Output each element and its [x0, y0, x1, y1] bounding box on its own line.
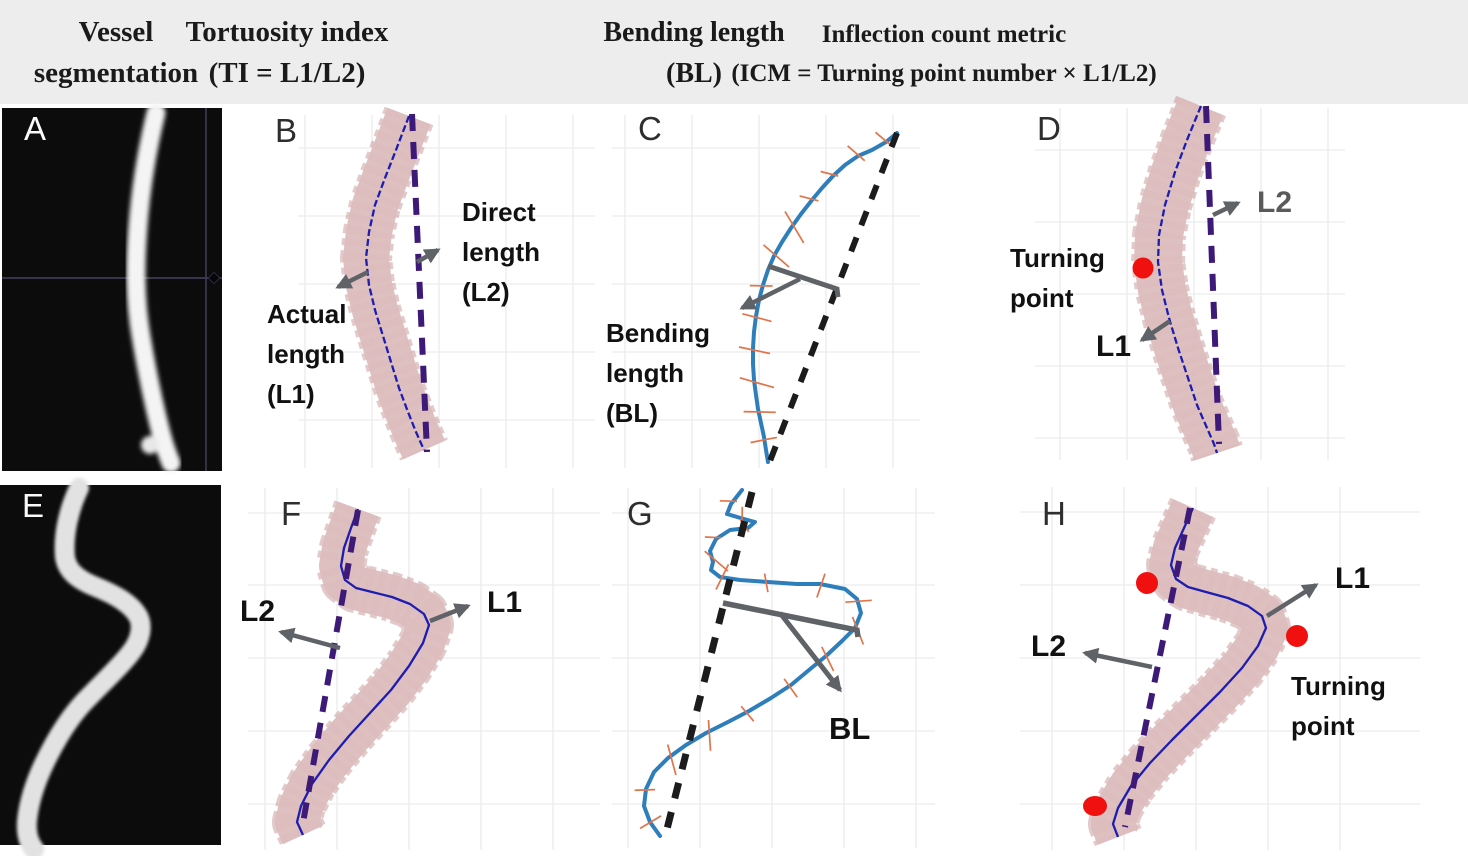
panel-h-turning-point-dots: [1083, 572, 1308, 816]
panel-f-vessel-band: [272, 500, 454, 847]
header-tortuosity-index: Tortuosity index (TI = L1/L2): [185, 16, 389, 89]
crosshair-marker: [207, 271, 221, 285]
panel-g-bl-label: BL: [829, 711, 871, 746]
panel-b-actual-length-label: Actual length (L1): [267, 299, 347, 409]
panel-f-l2-label: L2: [240, 595, 276, 628]
panel-d-l1-label: L1: [1096, 330, 1132, 363]
panel-g-centerline-curve: [642, 488, 863, 838]
panel-b-letter: B: [275, 112, 298, 149]
panel-b-annotation-arrows: [335, 248, 441, 290]
panel-c-chord-dashed-line: [767, 131, 900, 463]
panel-f-annotation-arrows: [278, 603, 471, 651]
panel-d-letter: D: [1037, 110, 1061, 147]
panel-c-normal-ticks: [738, 131, 892, 444]
panel-h-turning-point-label: Turning point: [1291, 671, 1386, 741]
panel-g-normal-ticks: [634, 499, 872, 830]
panel-g-letter: G: [627, 495, 653, 532]
panel-d-direct-length-dashed-line: [1203, 105, 1222, 445]
panel-d-vessel-band: [1131, 95, 1243, 471]
header-inflection-count-metric: Inflection count metric (ICM = Turning p…: [731, 21, 1157, 87]
panel-c-centerline-curve: [751, 131, 899, 464]
panel-b-direct-length-dashed-line: [409, 113, 430, 453]
panel-e-segmentation-image: [0, 478, 221, 856]
header-row: Vessel segmentation Tortuosity index (TI…: [0, 0, 1468, 104]
header-bending-length: Bending length (BL): [603, 17, 785, 89]
panel-f-letter: F: [281, 495, 302, 532]
panel-h-l2-label: L2: [1031, 630, 1067, 663]
panel-g-chord-dashed-line: [661, 491, 756, 838]
panel-c-annotation-arrows: [739, 263, 841, 311]
panel-h-l1-label: L1: [1335, 562, 1371, 595]
panel-d-l2-label: L2: [1257, 186, 1293, 219]
panel-a-segmentation-image: [2, 103, 222, 473]
vessel-a-shape: [126, 103, 181, 473]
panel-e-letter: E: [22, 487, 45, 524]
panel-c-letter: C: [638, 110, 662, 147]
panel-h-letter: H: [1042, 495, 1066, 532]
vessel-e-shape: [16, 478, 151, 856]
panel-d-turning-point-dot: [1132, 257, 1154, 279]
panel-a-letter: A: [24, 110, 47, 147]
header-vessel-segmentation: Vessel segmentation: [33, 16, 199, 89]
panel-d-annotation-arrows: [1139, 200, 1241, 342]
panel-h-direct-length-dashed-line: [1122, 507, 1193, 828]
panel-b-direct-length-label: Direct length (L2): [462, 197, 540, 307]
panel-g-annotation-arrows: [722, 600, 861, 693]
panel-b-vessel-band: [340, 106, 448, 461]
panel-d-turning-point-label: Turning point: [1010, 243, 1105, 313]
plot-gridlines: [248, 108, 1420, 850]
panel-f-l1-label: L1: [487, 586, 523, 619]
panel-h-annotation-arrows: [1082, 583, 1319, 670]
panel-c-bending-length-label: Bending length (BL): [606, 318, 710, 428]
